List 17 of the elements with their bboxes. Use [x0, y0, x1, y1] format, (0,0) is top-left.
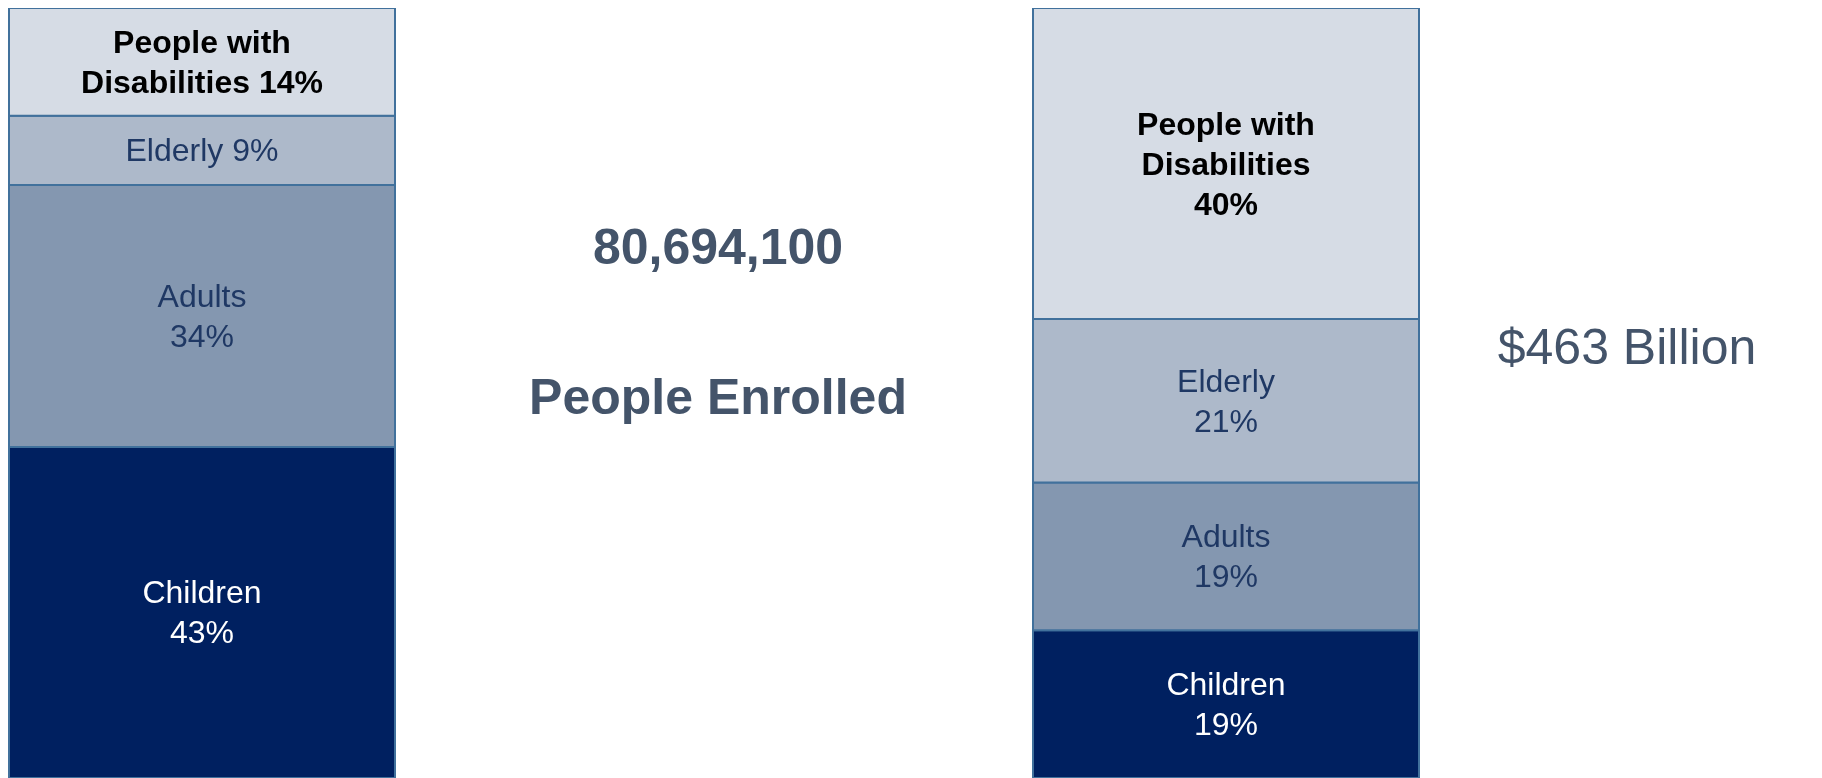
text: $463 Billion	[1496, 318, 1758, 376]
text: Elderly 9%	[125, 132, 279, 169]
data-label: 43%	[169, 614, 235, 651]
series-label: Children	[142, 574, 262, 611]
data-label: 19%	[1193, 558, 1259, 595]
text: People with Disabilities 14%	[81, 23, 323, 100]
series-label: Elderly	[1177, 362, 1275, 399]
data-label: 21%	[1193, 402, 1259, 439]
series-label: Children	[1166, 666, 1286, 703]
series-label: Adults	[1181, 518, 1271, 555]
series-label: People with Disabilities	[1137, 105, 1315, 182]
text: 80,694,100	[591, 218, 845, 276]
data-label: 19%	[1193, 706, 1259, 743]
data-label: 40%	[1193, 185, 1259, 222]
text: People Enrolled	[528, 368, 908, 426]
series-label: Adults	[157, 278, 247, 314]
data-label: 34%	[169, 318, 235, 354]
